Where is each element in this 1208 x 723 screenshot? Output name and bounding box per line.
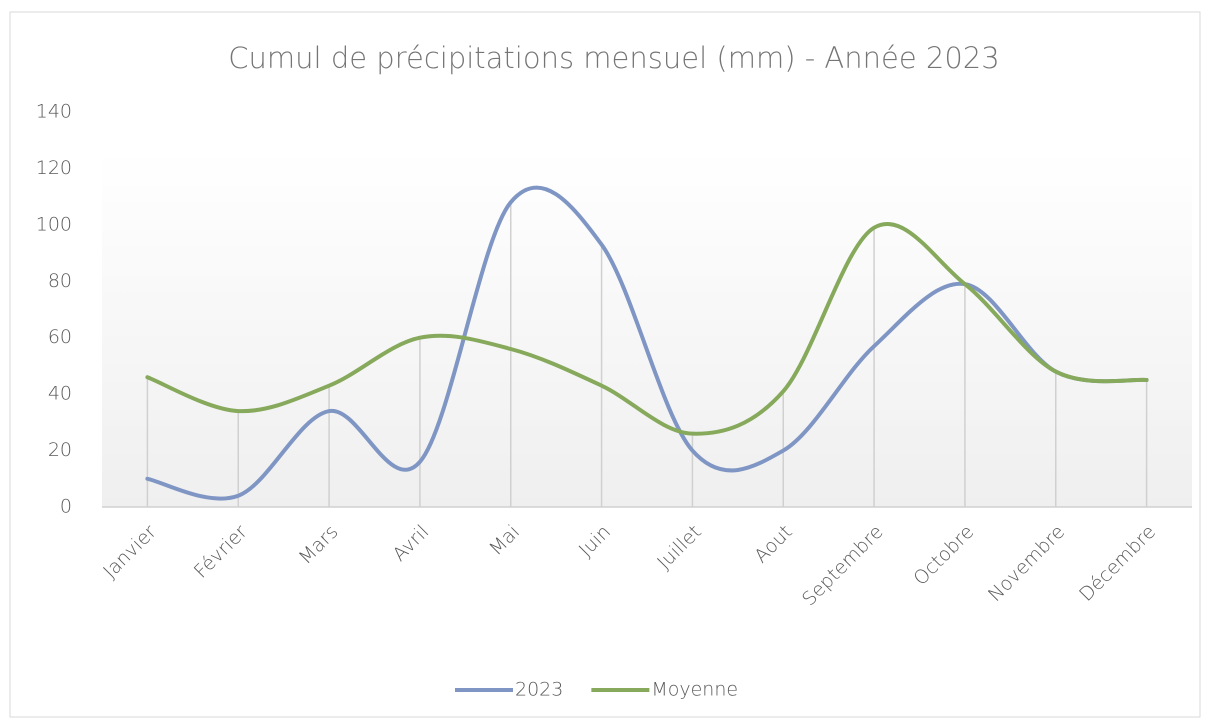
legend-label: Moyenne	[651, 679, 738, 701]
y-tick-label: 40	[48, 383, 72, 405]
y-tick-label: 60	[48, 326, 72, 348]
y-tick-label: 80	[48, 270, 72, 292]
y-tick-label: 20	[48, 439, 72, 461]
y-tick-label: 0	[60, 496, 72, 518]
plot-background	[102, 150, 1192, 507]
y-tick-label: 140	[36, 101, 72, 123]
legend-label: 2023	[515, 679, 563, 701]
y-tick-label: 120	[36, 157, 72, 179]
line-series	[145, 221, 1149, 436]
y-tick-label: 100	[36, 213, 72, 235]
chart-title: Cumul de précipitations mensuel (mm) - A…	[228, 41, 999, 75]
